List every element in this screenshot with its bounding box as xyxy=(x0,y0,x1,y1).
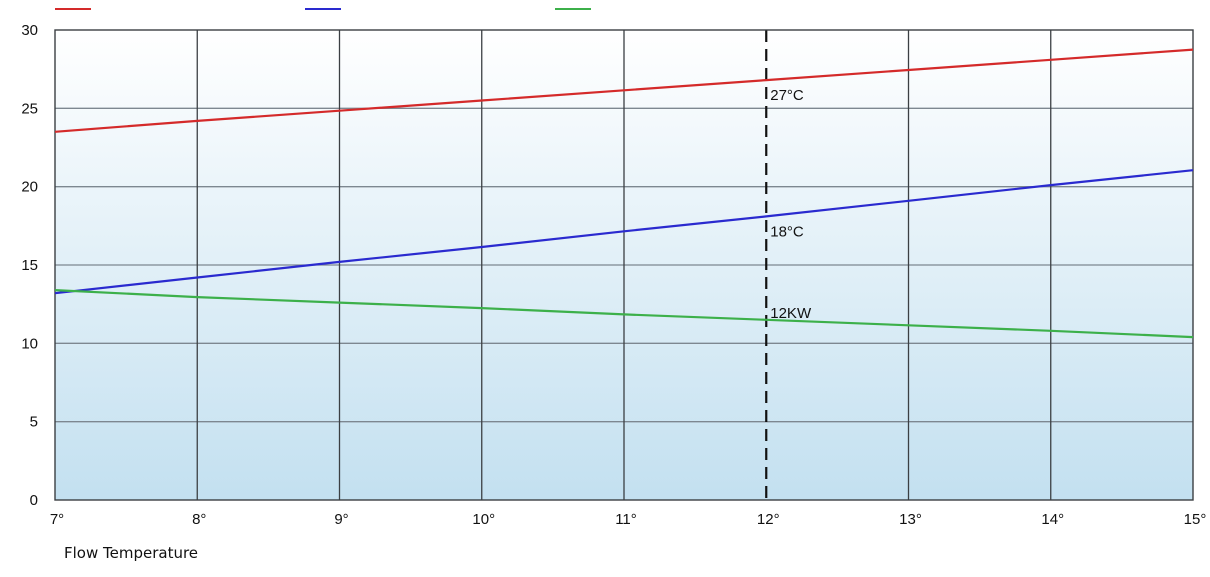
axes: 0 5 10 15 20 25 30 7° 8° 9° 10° 11° 12° 13° 14° 15° xyxy=(21,22,1206,528)
y-tick-label: 5 xyxy=(30,414,38,431)
y-tick-label: 20 xyxy=(21,179,38,196)
series-line-2 xyxy=(54,169,1194,295)
x-tick-label: 10° xyxy=(472,511,495,528)
y-tick-label: 10 xyxy=(21,335,38,352)
grid xyxy=(55,30,1193,500)
x-tick-label: 13° xyxy=(899,511,922,528)
series-line-1 xyxy=(54,48,1194,133)
annotation-label: 18°C xyxy=(770,223,804,240)
x-tick-label: 12° xyxy=(757,511,780,528)
y-tick-label: 0 xyxy=(30,492,38,509)
y-tick-label: 25 xyxy=(21,100,38,117)
x-axis-label: Flow Temperature xyxy=(64,544,199,562)
x-tick-label: 7° xyxy=(50,511,64,528)
annotation-label: 12KW xyxy=(770,305,812,322)
y-tick-label: 30 xyxy=(21,22,38,39)
x-tick-label: 9° xyxy=(334,511,348,528)
x-tick-label: 14° xyxy=(1041,511,1064,528)
series xyxy=(54,48,1194,339)
series-line-3 xyxy=(54,289,1194,339)
annotation-label: 27°C xyxy=(770,87,804,104)
x-tick-label: 8° xyxy=(192,511,206,528)
annotations: 27°C 18°C 12KW xyxy=(770,87,812,322)
x-tick-label: 15° xyxy=(1184,511,1207,528)
plot-frame xyxy=(54,29,1194,501)
x-tick-label: 11° xyxy=(615,511,637,528)
y-tick-label: 15 xyxy=(21,257,38,274)
